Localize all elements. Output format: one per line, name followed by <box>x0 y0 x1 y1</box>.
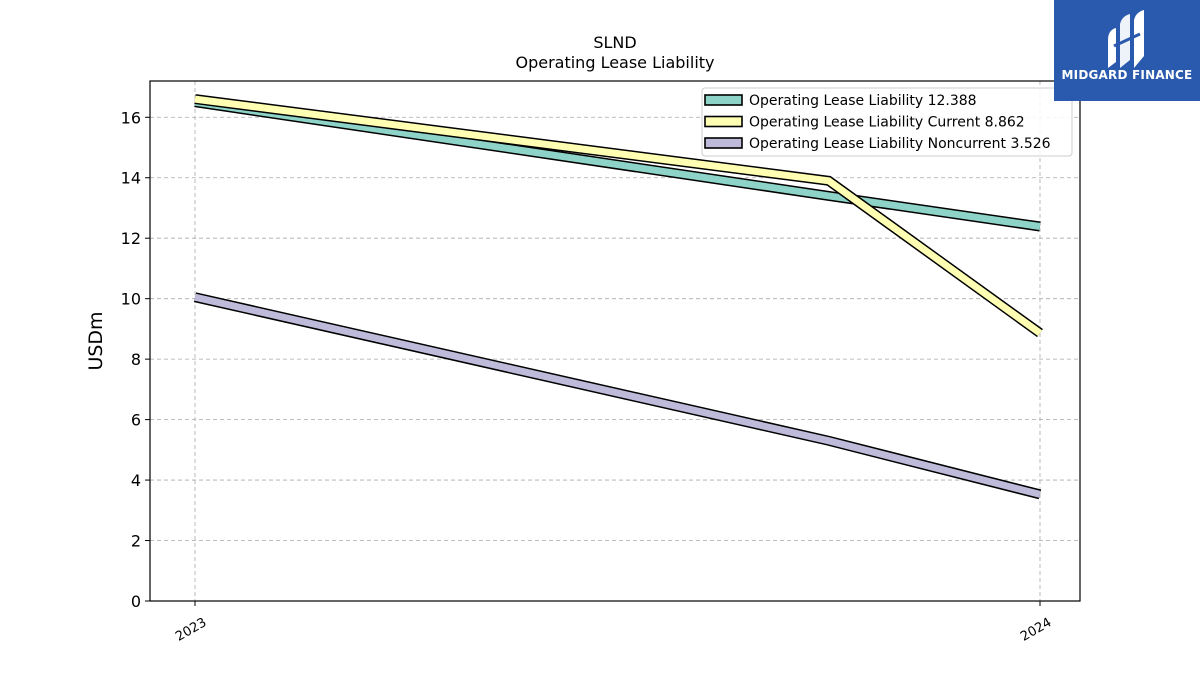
legend-swatch <box>704 115 743 128</box>
legend-item: Operating Lease Liability Noncurrent 3.5… <box>704 136 1051 152</box>
y-tick-label: 6 <box>131 411 141 430</box>
y-tick-label: 8 <box>131 350 141 369</box>
grid <box>150 81 1080 601</box>
legend-label: Operating Lease Liability 12.388 <box>749 93 977 109</box>
legend-item: Operating Lease Liability 12.388 <box>704 93 977 109</box>
legend-item: Operating Lease Liability Current 8.862 <box>704 115 1025 131</box>
legend-swatch <box>704 94 743 106</box>
y-tick-label: 14 <box>121 169 141 188</box>
legend: Operating Lease Liability 12.388 Operatin… <box>701 87 1073 157</box>
legend-label: Operating Lease Liability Noncurrent 3.5… <box>749 136 1051 152</box>
y-tick-label: 4 <box>131 471 141 490</box>
series-line <box>194 97 1041 232</box>
chart-title: SLND <box>593 33 636 52</box>
series-lines <box>193 94 1043 500</box>
y-tick-label: 16 <box>121 108 141 127</box>
series-line <box>193 292 1042 500</box>
x-axis: 2023 2024 <box>173 601 1054 645</box>
brand-logo: MIDGARD FINANCE <box>1054 0 1200 101</box>
y-tick-label: 0 <box>131 592 141 611</box>
plot-frame <box>149 80 1081 602</box>
x-tick-label: 2023 <box>173 615 209 645</box>
logo-mark-icon <box>1108 10 1144 68</box>
series-line <box>194 94 1043 338</box>
y-axis: 0 2 4 6 8 10 12 14 16 <box>121 108 150 611</box>
chart-subtitle: Operating Lease Liability <box>515 53 714 72</box>
y-axis-label: USDm <box>85 311 107 370</box>
y-tick-label: 12 <box>121 229 141 248</box>
y-tick-label: 10 <box>121 290 141 309</box>
logo-text: MIDGARD FINANCE <box>1061 68 1193 82</box>
legend-label: Operating Lease Liability Current 8.862 <box>749 115 1025 131</box>
legend-box <box>701 87 1073 157</box>
x-tick-label: 2024 <box>1018 615 1054 645</box>
y-tick-label: 2 <box>131 532 141 551</box>
legend-swatch <box>704 137 743 149</box>
